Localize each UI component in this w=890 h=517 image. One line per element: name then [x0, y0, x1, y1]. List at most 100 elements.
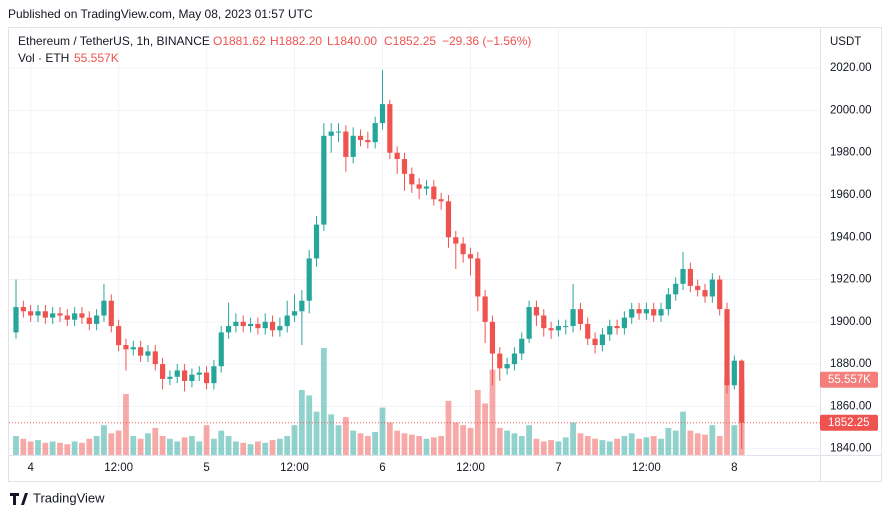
candle-body — [489, 321, 496, 354]
volume-bar — [423, 438, 430, 455]
volume-bar — [467, 427, 474, 455]
volume-bar — [518, 436, 525, 455]
y-tick-label: 1840.00 — [830, 443, 872, 455]
volume-bar — [27, 441, 34, 455]
candle-body — [423, 186, 430, 189]
volume-bar — [672, 430, 679, 455]
candle-body — [724, 309, 730, 386]
volume-bar — [108, 433, 115, 455]
volume-bar — [636, 438, 642, 455]
candle-body — [570, 309, 576, 327]
volume-bar — [276, 438, 283, 455]
volume-bar — [680, 411, 686, 455]
volume-bar — [372, 431, 379, 455]
volume-bar — [218, 430, 225, 455]
candle-body — [160, 364, 166, 379]
volume-bar — [342, 417, 349, 455]
volume-bar — [658, 438, 664, 455]
candle-body — [50, 313, 56, 318]
candle-body — [475, 258, 481, 297]
candle-body — [431, 186, 437, 200]
volume-bar — [496, 427, 503, 455]
candle-body — [387, 104, 393, 153]
volume-bar — [401, 433, 408, 455]
volume-bar — [181, 437, 188, 455]
candle-body — [445, 201, 452, 238]
candle-body — [130, 347, 136, 350]
y-tick-label: 1960.00 — [830, 189, 872, 201]
volume-bar — [687, 430, 694, 455]
candle-body — [247, 323, 254, 327]
candle-body — [277, 326, 283, 331]
legend-high: H1882.20 — [270, 34, 322, 48]
candle-body — [482, 296, 488, 322]
candle-body — [460, 243, 466, 255]
candle-body — [621, 317, 627, 329]
candle-body — [504, 364, 510, 369]
volume-bar — [526, 425, 532, 455]
x-tick-label: 8 — [731, 462, 737, 474]
y-tick-label: 2020.00 — [830, 62, 872, 74]
volume-bar — [71, 441, 78, 455]
volume-bar — [702, 434, 708, 455]
candle-body — [299, 300, 305, 312]
volume-bar — [240, 442, 247, 455]
candle-body — [577, 309, 584, 324]
y-tick-label: 1920.00 — [830, 274, 872, 286]
volume-bar — [167, 438, 173, 455]
volume-bar — [504, 430, 511, 455]
volume-bar — [225, 436, 232, 455]
candle-body — [108, 300, 114, 327]
volume-bar — [614, 438, 620, 455]
volume-bar — [137, 438, 144, 455]
volume-bar — [606, 441, 613, 455]
volume-layer — [13, 348, 745, 455]
volume-bar — [548, 440, 554, 455]
x-tick-label: 4 — [27, 462, 34, 474]
candle-body — [218, 332, 224, 367]
x-tick-label: 5 — [203, 462, 209, 474]
candle-body — [541, 315, 547, 329]
candle-body — [629, 309, 635, 318]
candle-body — [196, 372, 202, 375]
volume-bar — [35, 440, 41, 455]
brand-icon — [10, 493, 28, 505]
volume-bar — [379, 407, 386, 455]
candle-body — [321, 135, 327, 225]
candle-body — [94, 315, 100, 324]
candle-body — [13, 307, 19, 333]
volume-bar — [313, 411, 320, 455]
x-tick-label: 7 — [555, 462, 561, 474]
volume-bar — [145, 433, 151, 455]
candle-body — [189, 374, 195, 382]
candle-body — [343, 131, 349, 157]
candle-body — [101, 300, 107, 316]
legend-volume-value: 55.557K — [74, 51, 119, 65]
candle-body — [519, 338, 525, 354]
last-price-label: 1852.25 — [828, 417, 870, 429]
candle-body — [116, 326, 122, 346]
volume-bar — [386, 422, 393, 455]
brand-name: TradingView — [33, 490, 105, 505]
candle-body — [665, 294, 671, 310]
volume-bar — [203, 425, 210, 455]
y-tick-label: 1860.00 — [830, 400, 872, 412]
volume-bar — [724, 380, 730, 455]
candle-body — [152, 351, 158, 365]
volume-bar — [599, 440, 606, 455]
grid — [9, 28, 820, 455]
volume-bar — [320, 348, 327, 455]
last-price-tag — [820, 414, 878, 431]
candle-body — [328, 131, 334, 136]
volume-bar — [694, 433, 701, 455]
candle-body — [28, 311, 34, 316]
volume-bar — [460, 425, 467, 455]
x-tick-label: 12:00 — [104, 462, 133, 474]
candle-body — [680, 268, 686, 284]
legend-symbol: Ethereum / TetherUS, 1h, BINANCE — [18, 34, 210, 48]
candle-body — [123, 345, 129, 350]
volume-bar — [196, 441, 203, 455]
candle-body — [585, 323, 591, 339]
candle-body — [651, 309, 657, 316]
